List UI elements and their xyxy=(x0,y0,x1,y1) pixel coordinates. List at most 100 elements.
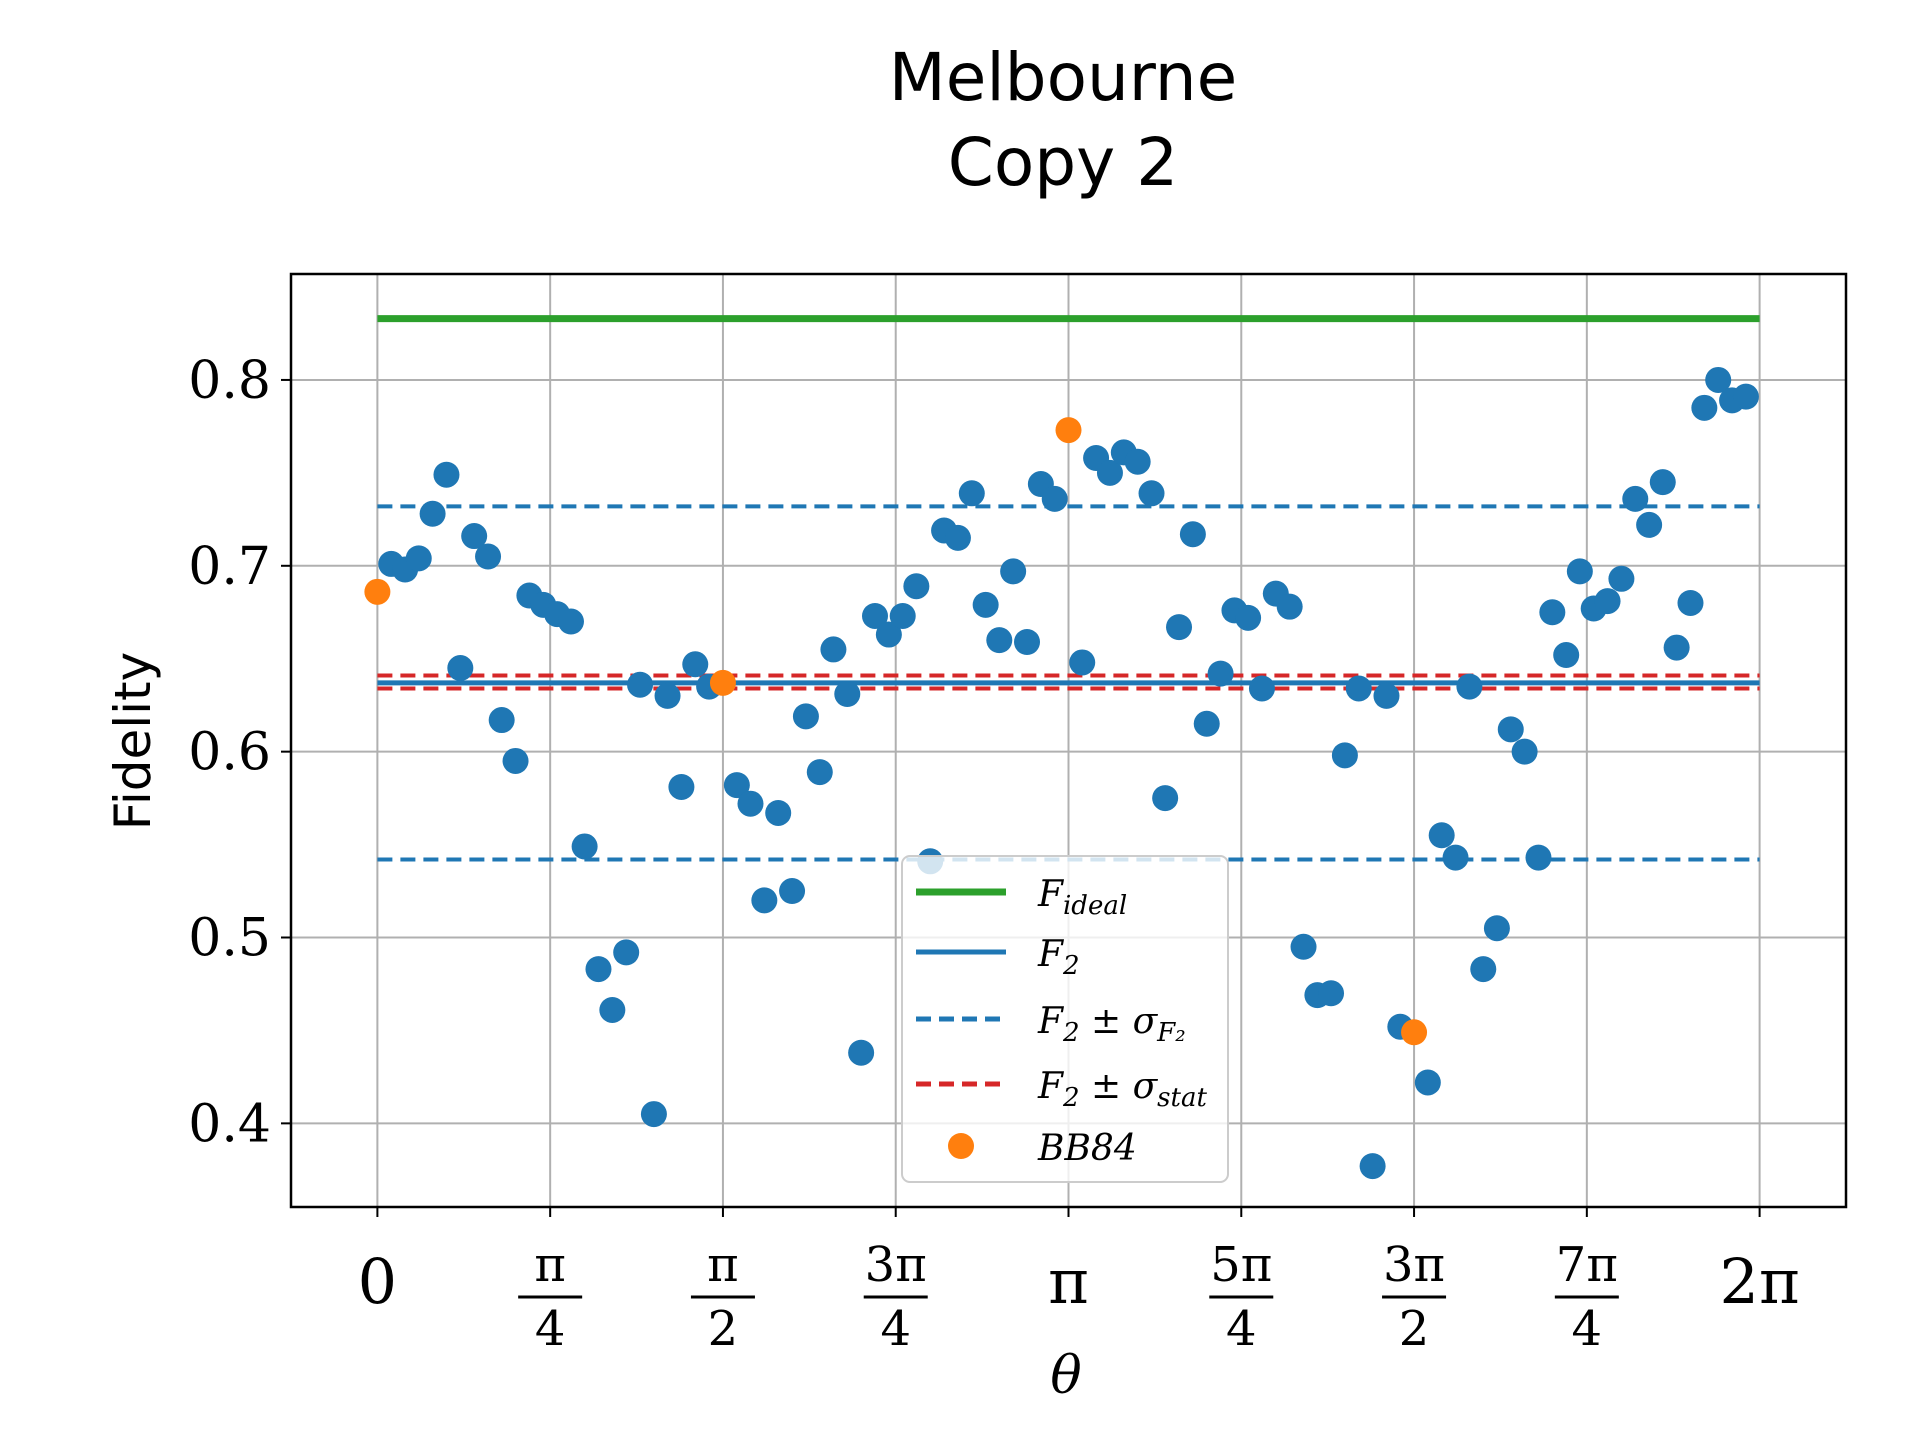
data-point xyxy=(903,573,930,600)
data-point xyxy=(1539,599,1566,626)
bb84-point xyxy=(1055,417,1082,444)
data-point xyxy=(488,707,515,734)
data-point xyxy=(1705,366,1732,393)
data-point xyxy=(1636,511,1663,538)
data-point xyxy=(419,500,446,527)
data-point xyxy=(1166,614,1193,641)
data-point xyxy=(654,682,681,709)
y-tick-label: 0.7 xyxy=(188,537,271,597)
x-tick-label-denominator: 4 xyxy=(880,1301,911,1357)
data-points xyxy=(364,366,1759,1180)
data-point xyxy=(682,651,709,678)
data-point xyxy=(765,799,792,826)
data-point xyxy=(640,1101,667,1128)
data-point xyxy=(1511,738,1538,765)
data-point xyxy=(1732,383,1759,410)
data-point xyxy=(1276,593,1303,620)
data-point xyxy=(447,655,474,682)
data-point xyxy=(792,703,819,730)
y-tick-label: 0.6 xyxy=(188,723,271,783)
x-tick-label-denominator: 2 xyxy=(708,1301,739,1357)
data-point xyxy=(1235,604,1262,631)
data-point xyxy=(1483,915,1510,942)
data-point xyxy=(1622,485,1649,512)
data-point xyxy=(1124,448,1151,475)
x-tick-label-numerator: 7π xyxy=(1556,1237,1618,1293)
data-point xyxy=(1152,785,1179,812)
x-tick-label: 0 xyxy=(358,1245,397,1318)
y-axis-ticks: 0.4 0.5 0.6 0.7 0.8 xyxy=(188,351,291,1154)
data-point xyxy=(627,671,654,698)
data-point xyxy=(1248,675,1275,702)
data-point xyxy=(1069,649,1096,676)
data-point xyxy=(1566,558,1593,585)
data-point xyxy=(1594,588,1621,615)
y-tick-label: 0.4 xyxy=(188,1094,271,1154)
bb84-point xyxy=(364,578,391,605)
data-point xyxy=(1608,565,1635,592)
legend-label: BB84 xyxy=(1037,1128,1137,1169)
data-point xyxy=(834,681,861,708)
data-point xyxy=(1290,933,1317,960)
x-tick-label: π xyxy=(1048,1245,1089,1318)
bb84-point xyxy=(709,669,736,696)
data-point xyxy=(723,772,750,799)
x-tick-label-denominator: 4 xyxy=(1226,1301,1257,1357)
legend-label: F2 ± σstat xyxy=(1037,1066,1207,1113)
legend-marker-swatch xyxy=(948,1133,974,1159)
data-point xyxy=(875,621,902,648)
data-point xyxy=(1041,485,1068,512)
data-point xyxy=(1207,660,1234,687)
x-tick-label-denominator: 4 xyxy=(1572,1301,1603,1357)
data-point xyxy=(1000,558,1027,585)
data-point xyxy=(1442,844,1469,871)
x-tick-label-denominator: 2 xyxy=(1399,1301,1430,1357)
data-point xyxy=(1318,980,1345,1007)
data-point xyxy=(1525,844,1552,871)
data-point xyxy=(1345,675,1372,702)
data-point xyxy=(1014,628,1041,655)
data-point xyxy=(557,608,584,635)
data-point xyxy=(889,602,916,629)
data-point xyxy=(944,524,971,551)
data-point xyxy=(1193,710,1220,737)
data-point xyxy=(751,887,778,914)
legend-box xyxy=(901,855,1229,1183)
data-point xyxy=(461,523,488,550)
y-axis-label: Fidelity xyxy=(104,652,162,831)
data-point xyxy=(806,759,833,786)
data-point xyxy=(1497,716,1524,743)
x-tick-label-numerator: π xyxy=(534,1237,566,1293)
data-point xyxy=(1649,469,1676,496)
legend-label: F2 ± σF₂ xyxy=(1037,1001,1186,1048)
data-point xyxy=(668,773,695,800)
data-point xyxy=(405,545,432,572)
data-point xyxy=(475,543,502,570)
data-point xyxy=(861,602,888,629)
data-point xyxy=(958,480,985,507)
data-point xyxy=(848,1039,875,1066)
data-point xyxy=(502,747,529,774)
data-point xyxy=(1414,1069,1441,1096)
chart-title-line-1: Melbourne xyxy=(889,39,1237,116)
chart-title-line-2: Copy 2 xyxy=(948,124,1178,201)
x-axis-ticks: 0 π 4 π 2 3π 4 π 5π 4 3π 2 7π 4 2π xyxy=(358,1207,1800,1357)
data-point xyxy=(1691,394,1718,421)
data-point xyxy=(986,627,1013,654)
data-point xyxy=(1179,521,1206,548)
data-point xyxy=(613,939,640,966)
data-point xyxy=(585,956,612,983)
data-point xyxy=(1138,480,1165,507)
y-tick-label: 0.5 xyxy=(188,909,271,969)
data-point xyxy=(1331,742,1358,769)
x-tick-label-denominator: 4 xyxy=(535,1301,566,1357)
data-point xyxy=(599,996,626,1023)
data-point xyxy=(779,878,806,905)
legend-label: F2 xyxy=(1037,934,1080,981)
x-tick-label-numerator: 5π xyxy=(1210,1237,1272,1293)
data-point xyxy=(433,461,460,488)
data-point xyxy=(1470,956,1497,983)
